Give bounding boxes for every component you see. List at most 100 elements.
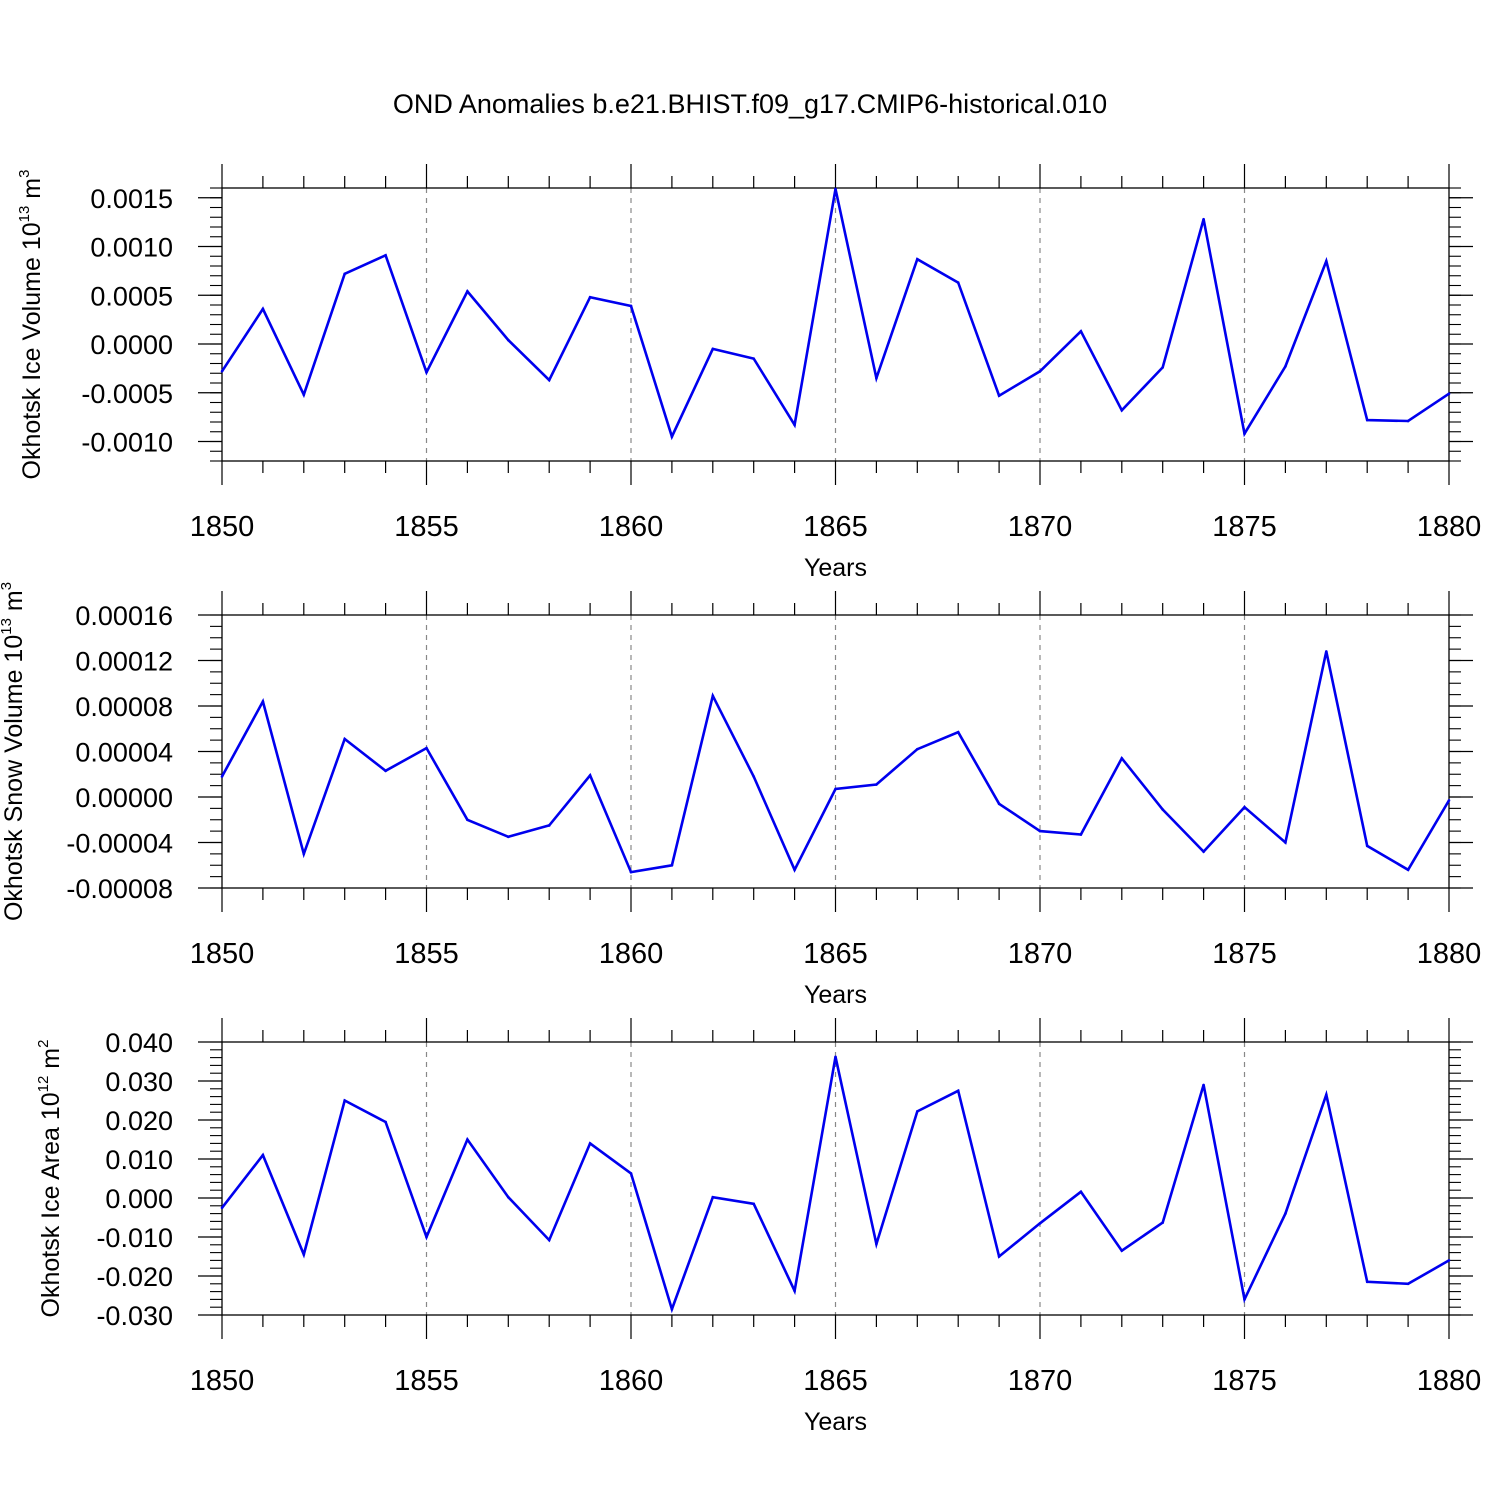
y-tick-label: 0.0000 [90, 330, 173, 360]
data-point [1365, 418, 1369, 422]
data-point [752, 1202, 755, 1206]
y-tick-label: -0.030 [96, 1301, 173, 1331]
data-point [302, 393, 306, 397]
panel-ice-area: 0.040 0.030 0.020 0.010 0.000 -0.010 -0.020 -0.… [35, 1018, 1481, 1436]
data-point [1120, 757, 1124, 760]
data-point [588, 1142, 592, 1145]
data-point [670, 863, 674, 867]
y-tick-label: 0.0015 [90, 184, 173, 214]
data-point [466, 290, 469, 293]
data-point [1406, 1282, 1410, 1286]
y-axis-title: Okhotsk Ice Area 1012 m2 [35, 1040, 65, 1318]
x-tick-label: 1870 [1008, 511, 1073, 543]
x-tick-label: 1855 [394, 938, 459, 970]
y-axis-title-text: Okhotsk Snow Volume 10 [0, 635, 28, 921]
data-point [1406, 868, 1410, 872]
y-axis-title-text: Okhotsk Ice Area 10 [37, 1092, 65, 1317]
data-point [1202, 850, 1205, 853]
data-point [1284, 841, 1287, 844]
x-tick-label: 1875 [1212, 1365, 1277, 1397]
y-tick-label: 0.00000 [75, 783, 173, 813]
data-point [220, 370, 224, 373]
data-point [1202, 217, 1205, 221]
data-point [834, 787, 837, 791]
data-point [793, 423, 796, 427]
x-tick-label: 1850 [190, 511, 255, 543]
data-point [956, 281, 960, 284]
x-tick-label: 1880 [1417, 938, 1482, 970]
data-point [1284, 365, 1287, 368]
y-tick-label: 0.030 [105, 1067, 173, 1097]
data-point [466, 1138, 469, 1141]
data-point [1243, 1298, 1246, 1301]
data-point [1038, 1222, 1042, 1225]
data-point [466, 818, 469, 822]
data-point [1202, 1083, 1205, 1087]
data-point [343, 737, 347, 741]
data-point [875, 783, 878, 786]
y-tick-label: 0.0005 [90, 281, 173, 311]
data-point [1161, 808, 1164, 811]
y-tick-label: 0.020 [105, 1106, 173, 1136]
y-tick-label: 0.00004 [75, 738, 173, 768]
y-tick-label: -0.020 [96, 1262, 173, 1292]
data-point [956, 1089, 960, 1093]
data-point [711, 1195, 715, 1199]
data-point [1365, 844, 1369, 848]
x-axis-title: Years [804, 1408, 867, 1436]
panel-ice-volume: 0.0015 0.0010 0.0005 0.0000 -0.0005 -0.0010 18… [16, 164, 1481, 582]
data-point [1079, 330, 1083, 333]
data-point [588, 774, 592, 777]
data-point [1079, 1190, 1083, 1194]
y-tick-label: 0.00012 [75, 647, 173, 677]
data-point [547, 378, 551, 382]
data-point [261, 307, 265, 311]
data-point [629, 304, 633, 308]
x-tick-label: 1860 [599, 511, 664, 543]
y-tick-label: -0.00004 [66, 829, 173, 859]
data-point [1325, 650, 1328, 653]
data-point [1447, 799, 1451, 802]
x-tick-label: 1880 [1417, 511, 1482, 543]
data-point [752, 775, 755, 778]
data-point [425, 1235, 428, 1239]
x-tick-label: 1865 [803, 938, 868, 970]
data-point [384, 1120, 387, 1124]
data-point [1365, 1280, 1369, 1284]
y-tick-label: -0.0005 [81, 379, 173, 409]
x-tick-label: 1870 [1008, 1365, 1073, 1397]
data-point [875, 1242, 878, 1246]
data-point [629, 1172, 633, 1175]
data-point [425, 746, 428, 750]
x-tick-label: 1880 [1417, 1365, 1482, 1397]
x-tick-label: 1850 [190, 1365, 255, 1397]
y-axis-title-exponent: 12 [35, 1076, 52, 1093]
y-tick-label: 0.00016 [75, 601, 173, 631]
x-tick-label: 1860 [599, 1365, 664, 1397]
chart-title: OND Anomalies b.e21.BHIST.f09_g17.CMIP6-… [393, 89, 1107, 119]
x-axis-title: Years [804, 554, 867, 582]
data-point [629, 870, 633, 874]
data-point [507, 1195, 510, 1199]
y-axis-title: Okhotsk Ice Volume 1013 m3 [16, 170, 46, 480]
data-point [1447, 392, 1451, 396]
data-point [1038, 370, 1042, 373]
data-point [1038, 829, 1042, 833]
y-tick-label: 0.0010 [90, 233, 173, 263]
y-axis-title-exponent: 13 [0, 618, 15, 635]
y-tick-label: 0.00008 [75, 692, 173, 722]
y-axis-title-unit: m [37, 1048, 65, 1076]
y-tick-label: -0.0010 [81, 428, 173, 458]
data-point [834, 187, 837, 191]
y-tick-label: 0.040 [105, 1028, 173, 1058]
data-point [1406, 419, 1410, 423]
data-point [547, 1238, 551, 1242]
y-tick-label: 0.000 [105, 1184, 173, 1214]
data-point [711, 347, 715, 351]
x-tick-label: 1855 [394, 1365, 459, 1397]
data-point [916, 1110, 919, 1113]
x-tick-label: 1855 [394, 511, 459, 543]
y-tick-label: 0.010 [105, 1145, 173, 1175]
data-point [220, 775, 224, 778]
